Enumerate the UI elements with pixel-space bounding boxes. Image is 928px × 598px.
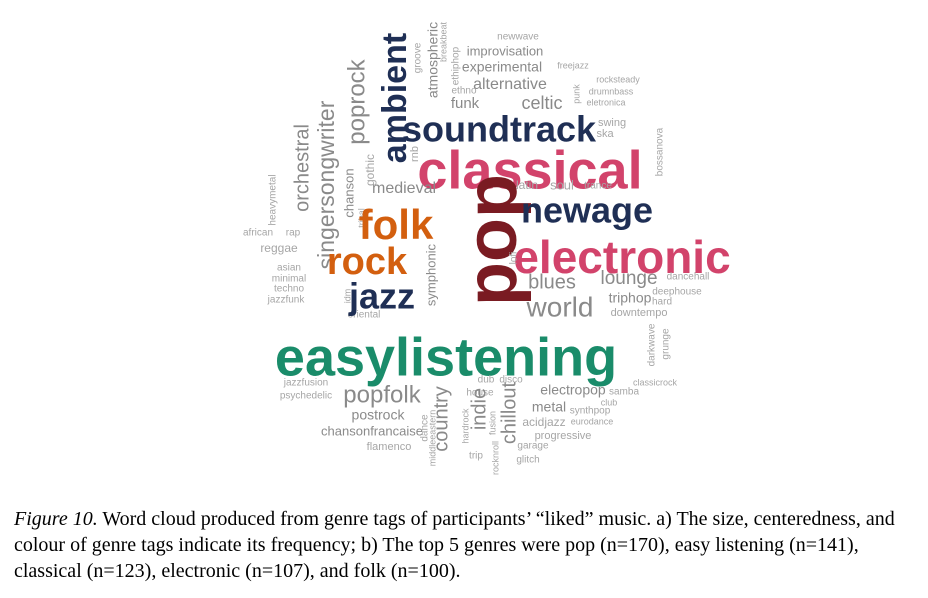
genre-tag-improvisation: improvisation [467, 43, 544, 58]
genre-tag-samba: samba [609, 387, 639, 398]
genre-tag-poprock: poprock [343, 58, 370, 144]
genre-tag-classical: classical [417, 140, 642, 200]
genre-tag-drumnbass: drumnbass [589, 86, 634, 96]
caption-text: Word cloud produced from genre tags of p… [14, 508, 895, 582]
genre-tag-trip: trip [469, 451, 483, 462]
genre-tag-atmospheric: atmospheric [425, 22, 441, 98]
genre-tag-soul: soul [550, 177, 574, 192]
genre-tag-tribal: tribal [356, 208, 366, 228]
genre-tag-asian: asian [277, 263, 301, 274]
genre-tag-chanson: chanson [341, 168, 356, 217]
genre-tag-hard: hard [652, 297, 672, 308]
genre-tag-blues: blues [528, 271, 576, 293]
genre-tag-deephouse: deephouse [652, 287, 702, 298]
genre-tag-indie: indie [468, 388, 490, 430]
genre-tag-groove: groove [413, 42, 424, 73]
genre-tag-folk: folk [359, 201, 434, 248]
genre-tag-freejazz: freejazz [557, 60, 589, 70]
genre-tag-ska: ska [596, 128, 614, 140]
genre-tag-triphop: triphop [609, 290, 652, 306]
genre-tag-easylistening: easylistening [275, 327, 617, 387]
genre-tag-symphonic: symphonic [423, 243, 438, 306]
genre-tag-pop: pop [452, 174, 532, 306]
genre-tag-trance: trance [584, 181, 612, 192]
genre-tag-chansonfrancaise: chansonfrancaise [321, 423, 423, 438]
genre-tag-alternative: alternative [473, 76, 547, 93]
genre-tag-heavymetal: heavymetal [268, 174, 279, 225]
genre-tag-psychedelic: psychedelic [280, 391, 332, 402]
genre-tag-singersongwriter: singersongwriter [313, 100, 339, 269]
genre-tag-newwave: newwave [497, 32, 539, 43]
genre-tag-jazzfunk: jazzfunk [267, 295, 306, 306]
genre-tag-minimal: minimal [272, 274, 306, 285]
genre-tag-fusion: fusion [487, 411, 497, 435]
genre-tag-downtempo: downtempo [611, 307, 668, 319]
genre-tag-dancehall: dancehall [667, 272, 710, 283]
genre-tag-rocksteady: rocksteady [596, 74, 640, 84]
genre-tag-house: house [466, 388, 494, 399]
genre-tag-jazz: jazz [348, 276, 415, 317]
genre-tag-club: club [601, 397, 618, 407]
genre-tag-funk: funk [451, 95, 480, 112]
genre-tag-darkwave: darkwave [647, 323, 658, 366]
genre-tag-rap: rap [286, 228, 301, 239]
genre-tag-newage: newage [521, 190, 653, 231]
genre-tag-electronic: electronic [513, 231, 730, 283]
genre-tag-ethno: ethno [451, 86, 476, 97]
genre-tag-classicrock: classicrock [633, 377, 678, 387]
genre-tag-acidjazz: acidjazz [522, 415, 565, 429]
genre-tag-disco: disco [499, 375, 523, 386]
genre-tag-chillout: chillout [498, 381, 520, 444]
genre-tag-african: african [243, 228, 273, 239]
genre-tag-oriental: oriental [348, 310, 381, 321]
genre-tag-eurodance: eurodance [571, 416, 614, 426]
genre-tag-rock: rock [327, 241, 408, 283]
genre-tag-synthpop: synthpop [570, 406, 611, 417]
genre-tag-lofi: lofi [509, 252, 520, 265]
genre-tag-latin: latin [516, 178, 538, 192]
genre-tag-gothic: gothic [363, 154, 377, 186]
genre-tag-reggae: reggae [260, 241, 298, 255]
genre-tag-metal: metal [532, 399, 566, 415]
genre-tag-orchestral: orchestral [291, 124, 313, 212]
genre-tag-techno: techno [274, 284, 304, 295]
genre-tag-idm: idm [342, 289, 352, 304]
genre-tag-medieval: medieval [372, 180, 436, 197]
genre-tag-dub: dub [478, 375, 495, 386]
genre-tag-jazzfusion: jazzfusion [283, 378, 328, 389]
genre-tag-popfolk: popfolk [343, 381, 421, 408]
figure-label: Figure 10. [14, 508, 98, 530]
genre-tag-flamenco: flamenco [367, 441, 412, 453]
genre-tag-swing: swing [598, 117, 626, 129]
genre-tag-electropop: electropop [540, 382, 606, 398]
genre-tag-bossanova: bossanova [655, 127, 666, 176]
genre-tag-glitch: glitch [516, 455, 539, 466]
genre-tag-hardrock: hardrock [460, 408, 470, 444]
genre-tag-grunge: grunge [661, 328, 672, 360]
genre-tag-experimental: experimental [462, 59, 542, 75]
genre-tag-country: country [430, 386, 452, 452]
genre-tag-rocknroll: rocknroll [490, 441, 500, 475]
genre-tag-punk: punk [571, 84, 581, 104]
genre-tag-breakbeat: breakbeat [438, 21, 448, 62]
genre-tag-soundtrack: soundtrack [402, 109, 597, 150]
figure-caption: Figure 10. Word cloud produced from genr… [14, 506, 919, 584]
genre-tag-middleeastern: middleeastern [427, 410, 437, 467]
genre-tag-garage: garage [517, 441, 549, 452]
genre-tag-dance: dance [420, 414, 431, 442]
genre-tag-ambient: ambient [376, 33, 414, 163]
genre-tag-rnb: rnb [409, 146, 421, 162]
genre-tag-eletronica: eletronica [586, 97, 625, 107]
genre-tag-progressive: progressive [535, 430, 592, 442]
genre-tag-celtic: celtic [521, 93, 562, 113]
genre-tag-postrock: postrock [352, 407, 406, 423]
genre-tag-ethiphop: ethiphop [451, 46, 462, 85]
genre-tag-lounge: lounge [600, 268, 657, 289]
genre-tag-world: world [526, 291, 594, 322]
